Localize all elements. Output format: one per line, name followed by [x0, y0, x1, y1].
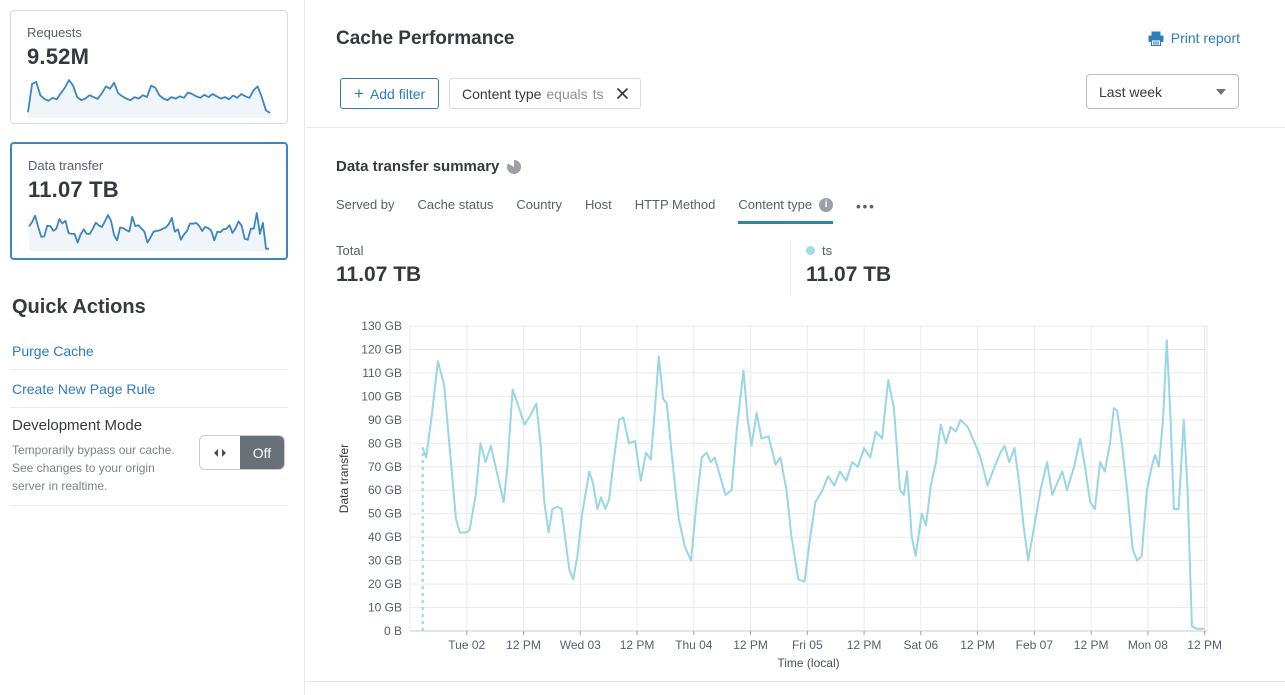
- tab-label: Cache status: [417, 197, 494, 212]
- stats-divider: [790, 240, 791, 296]
- x-tick-label: 12 PM: [847, 638, 882, 652]
- requests-card-label: Requests: [27, 25, 82, 40]
- filter-field: Content type: [462, 85, 542, 102]
- y-tick-label: 70 GB: [368, 460, 402, 474]
- y-tick-label: 20 GB: [368, 577, 402, 591]
- info-icon[interactable]: i: [819, 197, 834, 212]
- filter-chip: Content type equals ts: [449, 78, 641, 109]
- development-mode-description: Temporarily bypass our cache. See change…: [12, 443, 175, 493]
- stat-total-label: Total: [336, 243, 364, 258]
- tab-served-by[interactable]: Served by: [336, 197, 395, 221]
- y-axis-title: Data transfer: [337, 444, 351, 513]
- requests-metric-card[interactable]: Requests 9.52M: [10, 10, 288, 124]
- x-tick-label: Wed 03: [560, 638, 601, 652]
- sparkline-area: [28, 80, 270, 118]
- tab-label: Served by: [336, 197, 395, 212]
- series-line-ts: [421, 339, 1205, 630]
- x-tick-label: Fri 05: [792, 638, 823, 652]
- x-axis-title: Time (local): [777, 656, 839, 670]
- section-divider: [306, 681, 1285, 682]
- filter-operator: equals: [546, 85, 588, 102]
- tab-label: Content type: [738, 197, 813, 212]
- tab-country[interactable]: Country: [516, 197, 562, 221]
- quick-actions-title: Quick Actions: [12, 296, 146, 318]
- sidebar-divider: [10, 369, 288, 370]
- add-filter-button[interactable]: + Add filter: [340, 78, 440, 109]
- tab-content-type[interactable]: Content type i: [738, 197, 834, 224]
- data-transfer-sparkline-chart: [28, 212, 269, 251]
- page-title: Cache Performance: [336, 28, 515, 49]
- y-tick-label: 50 GB: [368, 507, 402, 521]
- x-tick-label: Thu 04: [675, 638, 713, 652]
- section-divider: [306, 127, 1285, 128]
- tab-http-method[interactable]: HTTP Method: [635, 197, 716, 221]
- printer-icon: [1148, 31, 1164, 46]
- requests-card-value: 9.52M: [27, 44, 90, 69]
- data-transfer-metric-card[interactable]: Data transfer 11.07 TB: [10, 142, 288, 260]
- x-tick-label: 12 PM: [1187, 638, 1222, 652]
- y-tick-label: 30 GB: [368, 554, 402, 568]
- print-report-label: Print report: [1170, 30, 1240, 46]
- x-tick-label: 12 PM: [506, 638, 541, 652]
- sparkline-line: [27, 79, 271, 114]
- development-mode-label: Development Mode: [12, 417, 143, 434]
- y-tick-label: 10 GB: [368, 601, 402, 615]
- y-tick-label: 130 GB: [361, 319, 402, 333]
- remove-filter-close-icon[interactable]: [616, 88, 628, 99]
- ts-legend-dot: [806, 246, 815, 255]
- y-tick-label: 40 GB: [368, 530, 402, 544]
- add-filter-label: Add filter: [369, 85, 426, 102]
- stat-ts-label: ts: [822, 243, 833, 258]
- y-tick-label: 120 GB: [361, 342, 402, 356]
- purge-cache-link[interactable]: Purge Cache: [12, 343, 94, 359]
- tab-host[interactable]: Host: [585, 197, 612, 221]
- stat-total: Total 11.07 TB: [336, 243, 421, 287]
- plus-icon: +: [354, 84, 364, 103]
- chevron-down-icon: [1216, 88, 1226, 95]
- requests-sparkline-chart: [27, 79, 271, 118]
- tab-label: Host: [584, 197, 612, 212]
- sidebar-divider: [10, 407, 288, 408]
- x-tick-label: 12 PM: [960, 638, 995, 652]
- y-tick-label: 100 GB: [361, 389, 402, 403]
- x-tick-label: 12 PM: [733, 638, 768, 652]
- data-transfer-chart: 0 B 10 GB 20 GB 30 GB 40 GB 50 GB 60 GB 70 GB 80…: [337, 319, 1222, 670]
- y-tick-label: 0 B: [384, 624, 402, 638]
- sidebar: Requests 9.52M Data transfer 11.07 TB Qu…: [0, 0, 305, 695]
- summary-title: Data transfer summary: [336, 158, 522, 175]
- filter-value: ts: [592, 85, 604, 102]
- development-mode-toggle[interactable]: Off: [199, 435, 285, 470]
- stat-ts-value: 11.07 TB: [806, 263, 892, 286]
- time-period-pie-icon: [507, 159, 522, 174]
- y-tick-label: 80 GB: [368, 436, 402, 450]
- print-report-link[interactable]: Print report: [1148, 30, 1240, 46]
- toggle-state-label: Off: [240, 436, 284, 469]
- time-range-select[interactable]: Last week: [1086, 74, 1239, 109]
- sparkline-line: [28, 212, 269, 250]
- x-tick-label: Tue 02: [448, 638, 485, 652]
- tab-label: Country: [516, 197, 562, 212]
- stat-total-value: 11.07 TB: [336, 263, 422, 286]
- create-page-rule-link[interactable]: Create New Page Rule: [12, 381, 156, 397]
- summary-title-text: Data transfer summary: [336, 158, 500, 175]
- data-transfer-card-label: Data transfer: [28, 158, 104, 173]
- x-tick-label: 12 PM: [1074, 638, 1109, 652]
- y-tick-label: 110 GB: [362, 366, 402, 380]
- sidebar-divider: [10, 505, 288, 506]
- more-tabs-button[interactable]: •••: [856, 199, 876, 214]
- tab-label: HTTP Method: [634, 197, 716, 212]
- y-tick-label: 60 GB: [368, 483, 402, 497]
- y-tick-label: 90 GB: [368, 413, 402, 427]
- x-tick-label: Mon 08: [1128, 638, 1168, 652]
- time-range-value: Last week: [1099, 83, 1163, 100]
- x-tick-label: Feb 07: [1016, 638, 1054, 652]
- summary-tabs: Served by Cache status Country Host HTTP…: [336, 197, 876, 224]
- x-tick-label: Sat 06: [903, 638, 938, 652]
- sparkline-area: [29, 213, 269, 251]
- stat-ts: ts 11.07 TB: [806, 243, 891, 287]
- data-transfer-card-value: 11.07 TB: [28, 177, 119, 202]
- x-tick-label: 12 PM: [620, 638, 655, 652]
- tab-cache-status[interactable]: Cache status: [418, 197, 494, 221]
- toggle-arrows-icon: [200, 436, 240, 469]
